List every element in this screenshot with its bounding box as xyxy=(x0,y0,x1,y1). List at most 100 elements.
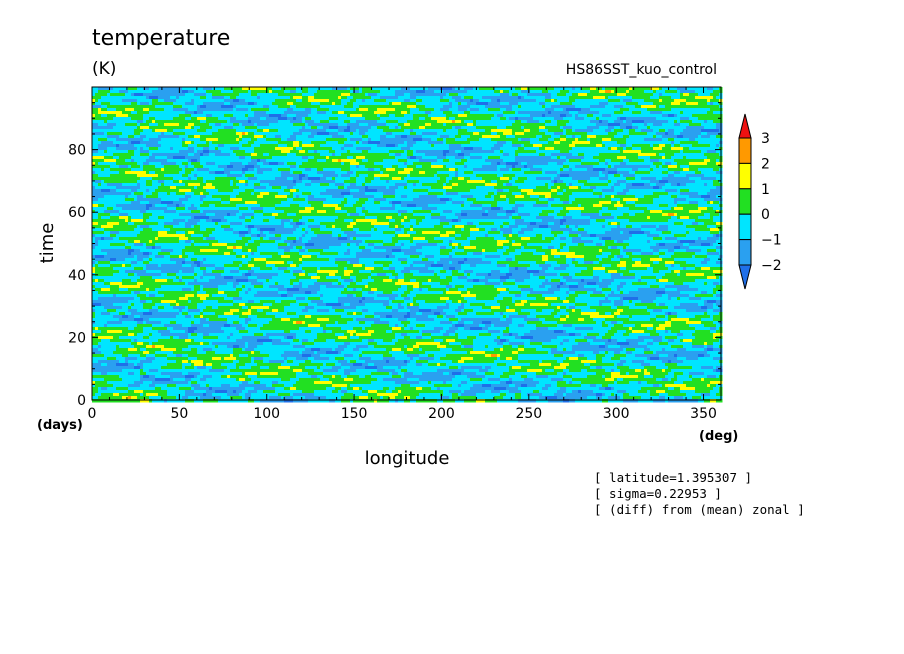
field-cell xyxy=(695,90,699,94)
field-cell xyxy=(689,102,693,106)
field-cell xyxy=(539,105,543,109)
field-cell xyxy=(635,111,639,115)
field-cell xyxy=(140,132,144,136)
field-cell xyxy=(452,102,456,106)
field-cell xyxy=(104,129,108,133)
field-cell xyxy=(707,126,711,130)
field-cell xyxy=(329,126,333,130)
field-cell xyxy=(659,123,663,127)
field-cell xyxy=(350,138,354,142)
field-cell xyxy=(599,153,603,157)
field-cell xyxy=(368,111,372,115)
field-cell xyxy=(362,99,366,103)
field-cell xyxy=(689,105,693,109)
field-cell xyxy=(140,90,144,94)
field-cell xyxy=(572,156,576,160)
field-cell xyxy=(98,99,102,103)
field-cell xyxy=(365,99,369,103)
field-cell xyxy=(392,105,396,109)
field-cell xyxy=(548,87,552,91)
field-cell xyxy=(392,147,396,151)
field-cell xyxy=(113,150,117,154)
field-cell xyxy=(323,102,327,106)
field-cell xyxy=(569,147,573,151)
field-cell xyxy=(647,147,651,151)
field-cell xyxy=(554,150,558,154)
field-cell xyxy=(431,156,435,160)
field-cell xyxy=(182,123,186,127)
field-cell xyxy=(485,99,489,103)
field-cell xyxy=(257,108,261,112)
field-cell xyxy=(128,117,132,121)
field-cell xyxy=(236,150,240,154)
field-cell xyxy=(539,96,543,100)
field-cell xyxy=(383,153,387,157)
field-cell xyxy=(503,105,507,109)
field-cell xyxy=(509,105,513,109)
field-cell xyxy=(512,147,516,151)
field-cell xyxy=(194,156,198,160)
field-cell xyxy=(659,90,663,94)
field-cell xyxy=(338,150,342,154)
field-cell xyxy=(566,153,570,157)
field-cell xyxy=(128,126,132,130)
field-cell xyxy=(527,114,531,118)
field-cell xyxy=(395,135,399,139)
field-cell xyxy=(503,102,507,106)
field-cell xyxy=(155,102,159,106)
field-cell xyxy=(182,126,186,130)
field-cell xyxy=(215,141,219,145)
field-cell xyxy=(233,99,237,103)
field-cell xyxy=(137,141,141,145)
field-cell xyxy=(527,144,531,148)
field-cell xyxy=(383,87,387,91)
field-cell xyxy=(440,150,444,154)
field-cell xyxy=(101,117,105,121)
field-cell xyxy=(674,138,678,142)
field-cell xyxy=(383,132,387,136)
field-cell xyxy=(620,120,624,124)
field-cell xyxy=(521,141,525,145)
field-cell xyxy=(617,87,621,91)
field-cell xyxy=(518,153,522,157)
field-cell xyxy=(317,141,321,145)
field-cell xyxy=(146,132,150,136)
field-cell xyxy=(386,117,390,121)
field-cell xyxy=(215,144,219,148)
field-cell xyxy=(254,90,258,94)
field-cell xyxy=(383,129,387,133)
field-cell xyxy=(566,144,570,148)
field-cell xyxy=(119,150,123,154)
field-cell xyxy=(374,126,378,130)
field-cell xyxy=(278,96,282,100)
field-cell xyxy=(125,120,129,124)
field-cell xyxy=(596,138,600,142)
field-cell xyxy=(686,90,690,94)
field-cell xyxy=(455,99,459,103)
field-cell xyxy=(335,144,339,148)
field-cell xyxy=(530,147,534,151)
field-cell xyxy=(137,93,141,97)
field-cell xyxy=(251,90,255,94)
field-cell xyxy=(587,126,591,130)
field-cell xyxy=(278,147,282,151)
field-cell xyxy=(389,87,393,91)
field-cell xyxy=(713,87,717,91)
field-cell xyxy=(368,135,372,139)
field-cell xyxy=(716,132,720,136)
field-cell xyxy=(113,156,117,160)
field-cell xyxy=(494,96,498,100)
field-cell xyxy=(698,102,702,106)
field-cell xyxy=(200,141,204,145)
field-cell xyxy=(470,147,474,151)
field-cell xyxy=(113,117,117,121)
field-cell xyxy=(545,156,549,160)
field-cell xyxy=(482,132,486,136)
field-cell xyxy=(557,96,561,100)
field-cell xyxy=(545,141,549,145)
field-cell xyxy=(623,114,627,118)
field-cell xyxy=(107,93,111,97)
field-cell xyxy=(656,102,660,106)
field-cell xyxy=(707,90,711,94)
field-cell xyxy=(527,123,531,127)
